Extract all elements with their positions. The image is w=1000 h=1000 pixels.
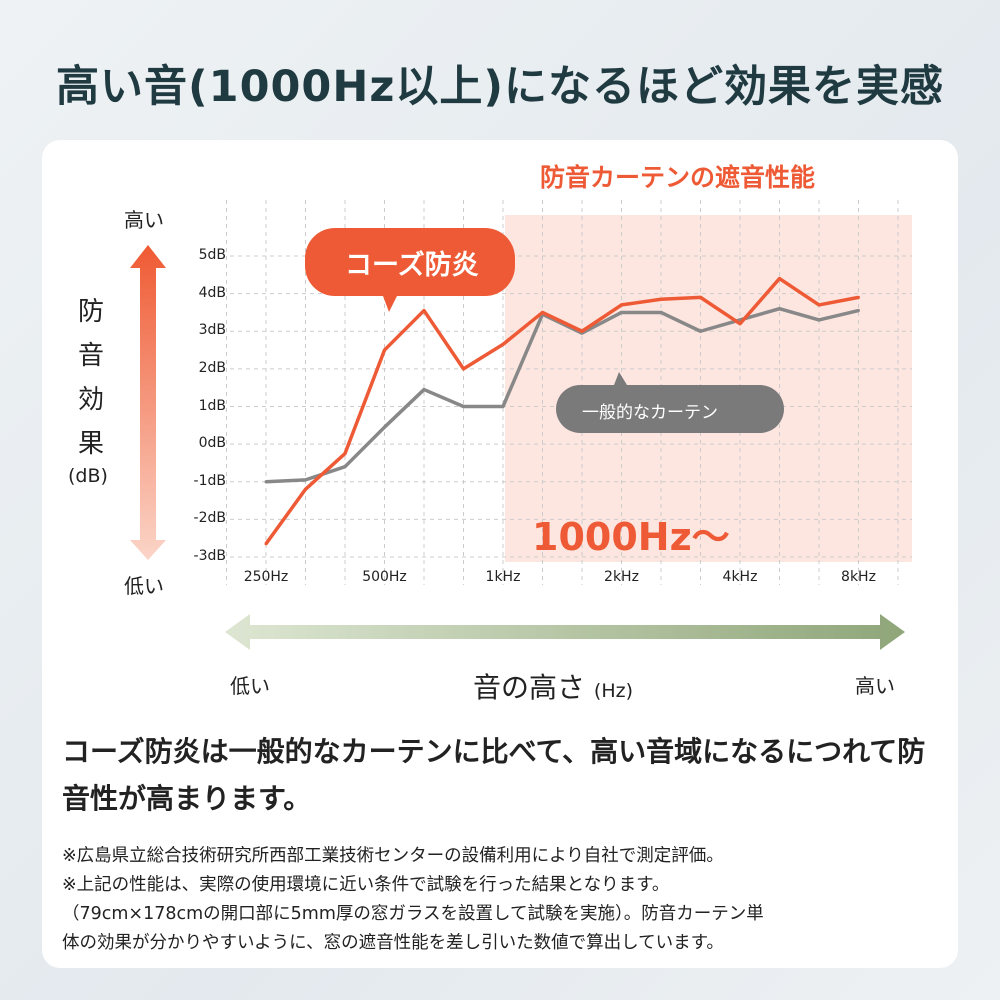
- y-axis-arrow: [130, 245, 166, 560]
- y-tick-label: 1dB: [198, 397, 226, 414]
- data-point: [501, 405, 505, 408]
- x-axis-arrow: [225, 614, 905, 650]
- note-4: 体の効果が分かりやすいように、窓の遮音性能を差し引いた数値で算出しています。: [62, 933, 724, 953]
- y-low-label: 低い: [124, 574, 164, 598]
- data-point: [304, 478, 307, 482]
- y-tick-label: 3dB: [198, 322, 226, 339]
- x-tick-label: 2kHz: [604, 569, 639, 585]
- data-point: [462, 367, 465, 371]
- data-point: [264, 542, 268, 546]
- data-point: [422, 309, 426, 313]
- y-axis-label: 防音効果: [78, 290, 105, 466]
- data-point: [541, 310, 544, 314]
- data-point: [817, 303, 821, 307]
- x-tick-label: 500Hz: [362, 569, 407, 585]
- data-point: [659, 310, 663, 314]
- x-axis-title: 音の高さ: [473, 671, 586, 704]
- x-low-label: 低い: [230, 674, 270, 698]
- highlight-label: 1000Hz〜: [532, 515, 730, 559]
- data-point: [264, 480, 268, 484]
- note-1: ※広島県立総合技術研究所西部工業技術センターの設備利用により自社で測定評価。: [62, 846, 724, 866]
- summary-text: コーズ防炎は一般的なカーテンに比べて、高い音域になるにつれて防音性が高まります。: [62, 735, 926, 815]
- data-point: [699, 329, 702, 333]
- x-high-label: 高い: [855, 674, 895, 698]
- series-line-kose: [264, 276, 859, 545]
- data-point: [501, 342, 505, 346]
- y-tick-label: 5dB: [198, 247, 226, 263]
- y-tick-label: -3dB: [193, 548, 226, 564]
- y-tick-label: 4dB: [198, 284, 226, 301]
- note-3: （79cm×178cmの開口部に5mm厚の窓ガラスを設置して試験を実施）。防音カ…: [62, 904, 764, 924]
- x-tick-label: 250Hz: [243, 569, 289, 585]
- data-point: [422, 388, 426, 392]
- data-point: [383, 425, 386, 429]
- legend-general: 一般的なカーテン: [582, 403, 718, 423]
- data-point: [620, 303, 623, 307]
- data-point: [580, 329, 584, 333]
- y-axis-label-char: 音: [78, 341, 105, 371]
- y-axis-label-char: 果: [78, 429, 105, 459]
- data-point: [304, 487, 307, 491]
- page-title: 高い音(1000Hz以上)になるほど効果を実感: [56, 62, 944, 112]
- data-point: [857, 309, 860, 313]
- data-point: [383, 348, 386, 352]
- x-tick-label: 4kHz: [722, 569, 758, 585]
- data-point: [699, 295, 702, 299]
- x-tick-label: 1kHz: [485, 569, 521, 585]
- y-axis-unit: (dB): [68, 465, 108, 487]
- data-point: [817, 318, 821, 322]
- data-point: [659, 297, 663, 301]
- y-high-label: 高い: [124, 208, 164, 232]
- y-tick-label: -1dB: [193, 472, 226, 489]
- y-tick-label: 0dB: [198, 435, 226, 452]
- note-2: ※上記の性能は、実際の使用環境に近い条件で試験を行った結果となります。: [62, 875, 670, 895]
- chart-title: 防音カーテンの遮音性能: [540, 163, 816, 192]
- data-point: [343, 465, 347, 469]
- data-point: [620, 310, 623, 314]
- data-point: [778, 277, 781, 281]
- data-point: [738, 322, 742, 326]
- x-axis-unit: (Hz): [593, 680, 634, 702]
- data-point: [778, 307, 781, 311]
- y-axis-label-char: 効: [78, 385, 105, 415]
- data-point: [462, 405, 465, 408]
- data-point: [343, 452, 347, 456]
- y-tick-label: -2dB: [193, 510, 226, 527]
- y-axis-label-char: 防: [78, 297, 105, 327]
- series-label-bubble-general: [556, 372, 784, 433]
- data-point: [857, 295, 860, 299]
- series-label-bubble-kose: [305, 228, 515, 312]
- y-tick-label: 2dB: [198, 359, 226, 376]
- legend-kose: コーズ防炎: [345, 250, 479, 281]
- x-axis-label: 音の高さ (Hz): [473, 666, 633, 706]
- x-tick-label: 8kHz: [841, 569, 876, 585]
